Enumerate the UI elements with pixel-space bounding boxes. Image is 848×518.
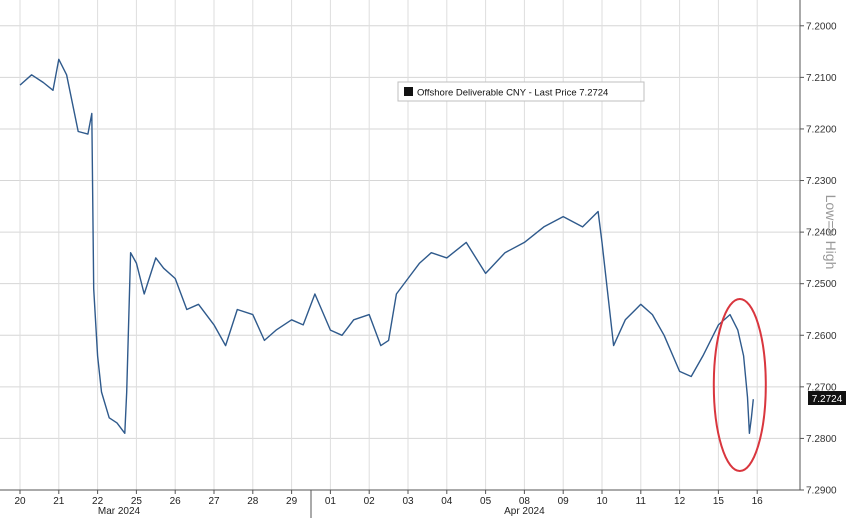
- series-layer: [19, 58, 754, 434]
- y-tick-label: 7.2900: [806, 486, 837, 497]
- y-tick-label: 7.2800: [806, 434, 837, 445]
- y-tick-label: 7.2100: [806, 73, 837, 84]
- x-tick-label: 15: [713, 496, 725, 507]
- x-tick-label: 21: [53, 496, 65, 507]
- legend-label: Offshore Deliverable CNY - Last Price 7.…: [417, 88, 608, 99]
- x-tick-label: 27: [208, 496, 220, 507]
- y-tick-label: 7.2500: [806, 279, 837, 290]
- x-tick-label: 01: [325, 496, 337, 507]
- x-tick-label: 05: [480, 496, 492, 507]
- y-tick-label: 7.2000: [806, 21, 837, 32]
- highlight-ellipse: [712, 298, 767, 472]
- last-value-badge: 7.2724: [808, 391, 846, 405]
- x-tick-label: 02: [364, 496, 376, 507]
- x-tick-label: 11: [636, 496, 647, 507]
- x-tick-label: 16: [752, 496, 764, 507]
- series-line: [19, 58, 754, 434]
- legend-box: [397, 81, 645, 102]
- y-tick-label: 7.2400: [806, 228, 837, 239]
- x-tick-label: 26: [170, 496, 182, 507]
- y-axis: 7.2000 7.2100 7.2200 7.2300 7.2400 7.2500 7.26…: [799, 0, 837, 497]
- x-tick-label: 12: [674, 496, 686, 507]
- x-tick-label: 08: [519, 496, 531, 507]
- y-tick-label: 7.2700: [806, 382, 837, 393]
- x-tick-label: 28: [247, 496, 259, 507]
- x-tick-label: 29: [286, 496, 298, 507]
- x-tick-label: 09: [558, 496, 570, 507]
- y-tick-label: 7.2200: [806, 124, 837, 135]
- x-month-label: Mar 2024: [98, 506, 141, 517]
- x-month-label: Apr 2024: [504, 506, 545, 517]
- x-tick-label: 04: [441, 496, 453, 507]
- x-tick-label: 10: [596, 496, 608, 507]
- y-axis-title: Low=> High: [823, 195, 839, 270]
- x-tick-label: 03: [402, 496, 414, 507]
- y-tick-label: 7.2600: [806, 331, 837, 342]
- x-tick-label: 22: [92, 496, 104, 507]
- x-tick-label: 25: [131, 496, 143, 507]
- legend: Offshore Deliverable CNY - Last Price 7.…: [397, 81, 645, 102]
- last-value-box: [808, 391, 846, 405]
- gridlines: [0, 0, 800, 491]
- last-value-label: 7.2724: [812, 394, 843, 405]
- y-tick-label: 7.2300: [806, 176, 837, 187]
- x-axis: 20 21 22 25 26 27 28 29 01 02 03 04 05 08 09 10 11 12 15 16…: [0, 489, 800, 518]
- legend-swatch: [404, 87, 413, 96]
- highlight-ellipse-shape: [712, 298, 767, 472]
- x-tick-label: 20: [14, 496, 26, 507]
